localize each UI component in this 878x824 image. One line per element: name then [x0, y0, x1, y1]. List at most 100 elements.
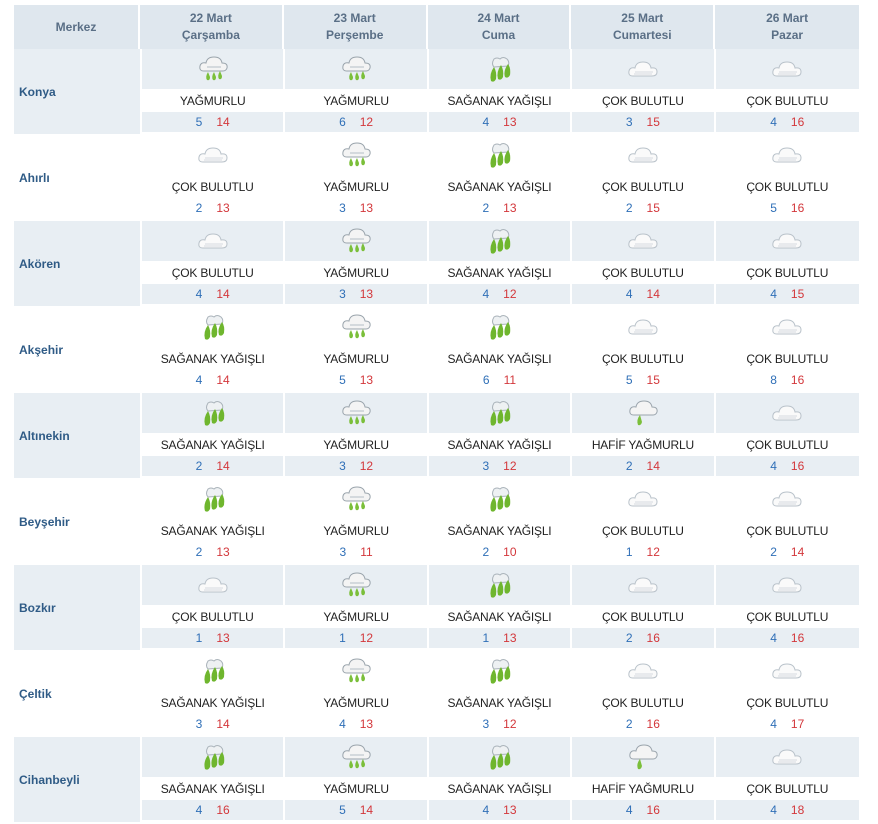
rain-cloud-icon [285, 221, 427, 261]
temperature-range: 1 12 [572, 542, 714, 562]
forecast-cell: SAĞANAK YAĞIŞLI 6 11 [428, 307, 573, 392]
max-temp: 12 [359, 631, 374, 645]
condition-label: YAĞMURLU [142, 89, 284, 112]
condition-label: YAĞMURLU [285, 347, 427, 370]
max-temp: 16 [790, 459, 805, 473]
condition-label: ÇOK BULUTLU [715, 605, 859, 628]
max-temp: 16 [646, 717, 660, 731]
min-temp: 4 [770, 631, 777, 645]
condition-label: YAĞMURLU [285, 175, 427, 198]
condition-label: YAĞMURLU [285, 433, 427, 456]
temperature-range: 4 14 [142, 284, 284, 304]
max-temp: 12 [503, 459, 517, 473]
shower-icon [142, 393, 284, 433]
temperature-range: 2 16 [572, 714, 714, 734]
min-temp: 4 [625, 803, 633, 817]
min-temp: 1 [625, 545, 633, 559]
condition-label: ÇOK BULUTLU [572, 519, 714, 542]
light-rain-icon [572, 737, 714, 777]
min-temp: 3 [339, 201, 346, 215]
cloud-icon [142, 565, 284, 605]
max-temp: 15 [646, 201, 660, 215]
min-temp: 2 [482, 201, 490, 215]
min-temp: 3 [195, 717, 203, 731]
header-date: 23 Mart [333, 11, 376, 25]
rain-cloud-icon [285, 135, 426, 175]
forecast-cell: ÇOK BULUTLU 4 14 [572, 221, 716, 306]
shower-icon [428, 49, 571, 89]
city-row: Cihanbeyli SAĞANAK YAĞIŞLI 4 16 YAĞMURLU 5 14 S… [14, 737, 859, 823]
city-days: YAĞMURLU 5 14 YAĞMURLU 6 12 SAĞANAK YAĞIŞLI 4 13… [142, 49, 859, 134]
condition-label: SAĞANAK YAĞIŞLI [428, 261, 571, 284]
min-temp: 2 [482, 545, 490, 559]
forecast-cell: ÇOK BULUTLU 4 16 [715, 393, 859, 478]
min-temp: 1 [339, 631, 346, 645]
cloud-icon [716, 479, 859, 519]
forecast-cell: ÇOK BULUTLU 1 13 [142, 565, 286, 650]
cloud-icon [572, 651, 713, 691]
temperature-range: 4 14 [572, 284, 714, 304]
forecast-cell: YAĞMURLU 5 13 [285, 307, 429, 392]
min-temp: 2 [195, 545, 203, 559]
condition-label: ÇOK BULUTLU [715, 261, 859, 284]
city-name: Akören [14, 221, 140, 306]
shower-icon [142, 479, 283, 519]
min-temp: 4 [195, 373, 203, 387]
condition-label: ÇOK BULUTLU [715, 777, 859, 800]
forecast-table: Merkez 22 Mart Çarşamba 23 Mart Perşembe… [14, 5, 859, 823]
condition-label: SAĞANAK YAĞIŞLI [428, 519, 571, 542]
max-temp: 17 [790, 717, 805, 731]
temperature-range: 3 14 [142, 714, 284, 734]
city-days: SAĞANAK YAĞIŞLI 3 14 YAĞMURLU 4 13 SAĞANAK YAĞ… [142, 651, 859, 736]
max-temp: 16 [646, 631, 660, 645]
min-temp: 5 [770, 201, 777, 215]
condition-label: HAFİF YAĞMURLU [572, 777, 714, 800]
forecast-cell: YAĞMURLU 3 13 [285, 221, 429, 306]
max-temp: 13 [503, 201, 517, 215]
forecast-cell: YAĞMURLU 5 14 [285, 737, 429, 822]
cloud-icon [715, 49, 859, 89]
rain-cloud-icon [285, 393, 427, 433]
forecast-cell: SAĞANAK YAĞIŞLI 4 14 [142, 307, 286, 392]
max-temp: 14 [646, 287, 660, 301]
forecast-cell: HAFİF YAĞMURLU 4 16 [572, 737, 716, 822]
condition-label: YAĞMURLU [285, 777, 427, 800]
temperature-range: 4 14 [142, 370, 284, 390]
temperature-range: 5 14 [285, 800, 427, 820]
condition-label: ÇOK BULUTLU [715, 175, 859, 198]
condition-label: ÇOK BULUTLU [142, 605, 284, 628]
temperature-range: 3 13 [285, 198, 427, 218]
header-weekday: Pazar [771, 28, 804, 42]
cloud-icon [572, 135, 713, 175]
temperature-range: 3 12 [285, 456, 427, 476]
max-temp: 12 [359, 115, 374, 129]
min-temp: 4 [195, 287, 203, 301]
condition-label: YAĞMURLU [285, 519, 427, 542]
min-temp: 5 [625, 373, 633, 387]
condition-label: ÇOK BULUTLU [572, 691, 714, 714]
forecast-cell: SAĞANAK YAĞIŞLI 4 13 [428, 737, 573, 822]
city-row: Beyşehir SAĞANAK YAĞIŞLI 2 13 YAĞMURLU 3 11 SAĞ… [14, 479, 859, 565]
forecast-cell: SAĞANAK YAĞIŞLI 3 12 [428, 393, 573, 478]
condition-label: SAĞANAK YAĞIŞLI [428, 175, 571, 198]
forecast-cell: YAĞMURLU 3 12 [285, 393, 429, 478]
temperature-range: 3 12 [428, 714, 571, 734]
min-temp: 3 [339, 459, 346, 473]
min-temp: 4 [339, 717, 346, 731]
city-days: SAĞANAK YAĞIŞLI 4 14 YAĞMURLU 5 13 SAĞANAK YAĞ… [142, 307, 859, 392]
header-day-5: 26 Mart Pazar [715, 5, 859, 49]
condition-label: SAĞANAK YAĞIŞLI [428, 691, 571, 714]
condition-label: ÇOK BULUTLU [142, 175, 284, 198]
city-row: Akören ÇOK BULUTLU 4 14 YAĞMURLU 3 13 SAĞANAK Y… [14, 221, 859, 307]
max-temp: 14 [359, 803, 374, 817]
condition-label: SAĞANAK YAĞIŞLI [142, 347, 284, 370]
min-temp: 2 [770, 545, 777, 559]
shower-icon [142, 737, 284, 777]
city-days: SAĞANAK YAĞIŞLI 4 16 YAĞMURLU 5 14 SAĞANAK YAĞ… [142, 737, 859, 822]
temperature-range: 2 14 [715, 542, 859, 562]
forecast-cell: YAĞMURLU 3 11 [285, 479, 429, 564]
city-row: Bozkır ÇOK BULUTLU 1 13 YAĞMURLU 1 12 SAĞANAK Y… [14, 565, 859, 651]
forecast-cell: SAĞANAK YAĞIŞLI 2 10 [428, 479, 573, 564]
forecast-cell: ÇOK BULUTLU 8 16 [715, 307, 859, 392]
temperature-range: 5 14 [142, 112, 284, 132]
